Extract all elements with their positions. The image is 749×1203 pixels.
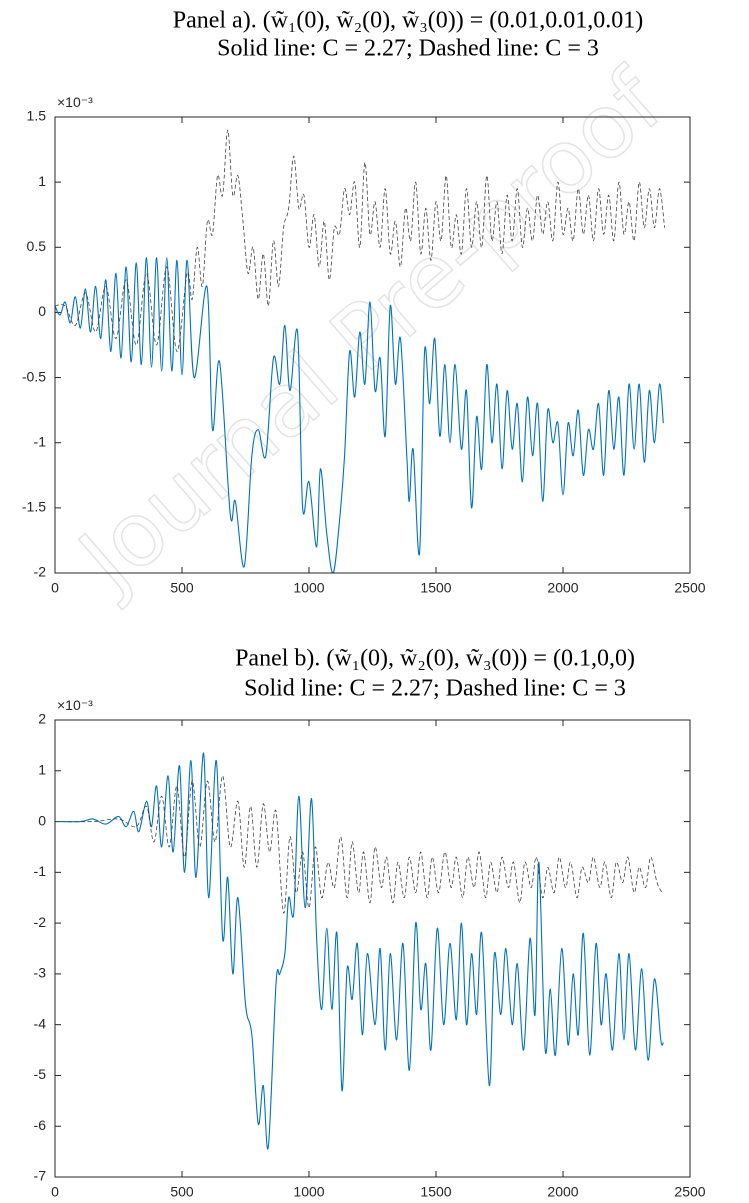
plot-frame <box>54 719 691 1178</box>
y-tick-label: 0 <box>38 303 46 319</box>
chart-subtitle: Solid line: C = 2.27; Dashed line: C = 3 <box>244 676 626 702</box>
y-tick-label: -1 <box>34 433 47 449</box>
y-tick-label: 1 <box>38 761 46 777</box>
y-tick-label: -4 <box>34 1015 47 1031</box>
x-tick-label: 1500 <box>420 580 451 596</box>
y-tick-label: -2 <box>34 564 47 580</box>
y-tick-label: -7 <box>34 1168 47 1184</box>
y-tick-label: 2 <box>38 711 46 727</box>
x-tick-label: 2500 <box>674 1184 705 1200</box>
solid-line <box>55 752 664 1150</box>
y-tick-label: -0.5 <box>22 368 46 384</box>
y-tick-label: 0 <box>38 812 46 828</box>
chart-title: Panel a). (w̃₁(0), w̃₂(0), w̃₃(0)) = (0.… <box>173 8 644 34</box>
y-tick-label: -6 <box>34 1117 47 1133</box>
y-tick-label: -3 <box>34 965 47 981</box>
exponent-label: ×10⁻³ <box>57 94 93 110</box>
dashed-line <box>55 775 663 914</box>
x-tick-label: 500 <box>170 580 194 596</box>
x-tick-label: 1500 <box>420 1184 451 1200</box>
y-tick-label: 1.5 <box>27 108 47 124</box>
y-tick-label: 1 <box>38 173 46 189</box>
chart-title: Panel b). (w̃₁(0), w̃₂(0), w̃₃(0)) = (0.… <box>235 646 635 672</box>
y-tick-label: -5 <box>34 1066 47 1082</box>
y-tick-label: 0.5 <box>27 238 47 254</box>
x-tick-label: 500 <box>170 1184 194 1200</box>
x-tick-label: 0 <box>51 1184 59 1200</box>
plot-frame <box>54 116 691 574</box>
x-tick-label: 2000 <box>547 1184 578 1200</box>
chart-subtitle: Solid line: C = 2.27; Dashed line: C = 3 <box>217 36 599 62</box>
solid-line <box>55 257 664 573</box>
y-tick-label: -1.5 <box>22 499 46 515</box>
exponent-label: ×10⁻³ <box>57 697 93 713</box>
dashed-line <box>55 129 665 352</box>
x-tick-label: 2000 <box>547 580 578 596</box>
x-tick-label: 2500 <box>674 580 705 596</box>
x-tick-label: 1000 <box>293 580 324 596</box>
y-tick-label: -1 <box>34 863 47 879</box>
x-tick-label: 0 <box>51 580 59 596</box>
y-tick-label: -2 <box>34 914 47 930</box>
x-tick-label: 1000 <box>293 1184 324 1200</box>
